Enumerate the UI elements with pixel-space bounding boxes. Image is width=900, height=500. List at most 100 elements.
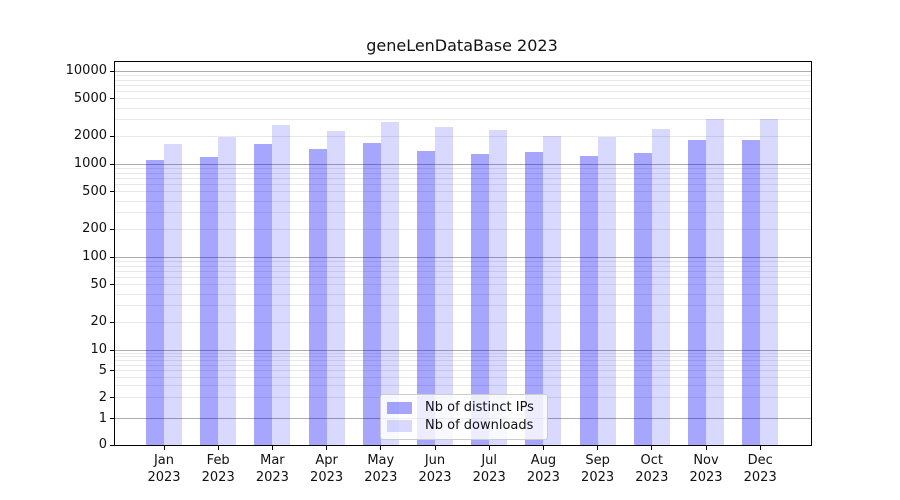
y-tick-label: 200 bbox=[82, 221, 107, 236]
major-gridline bbox=[115, 70, 811, 72]
y-tick-mark bbox=[110, 135, 114, 137]
bar-apr-distinct-ips bbox=[308, 148, 327, 445]
y-tick-label: 50 bbox=[90, 276, 107, 292]
minor-gridline bbox=[115, 91, 811, 93]
minor-gridline bbox=[115, 119, 811, 121]
bar-aug-downloads bbox=[543, 136, 562, 445]
y-tick-label: 1 bbox=[98, 410, 107, 426]
y-tick-label: 500 bbox=[82, 183, 107, 199]
minor-gridline bbox=[115, 305, 811, 307]
minor-gridline bbox=[115, 364, 811, 366]
legend-row: Nb of distinct IPs bbox=[381, 399, 547, 417]
x-tick-mark bbox=[380, 446, 382, 450]
x-tick-mark bbox=[434, 446, 436, 450]
y-tick-mark bbox=[110, 70, 114, 72]
bar-oct-downloads bbox=[651, 129, 670, 445]
bar-nov-distinct-ips bbox=[688, 139, 706, 445]
minor-gridline bbox=[115, 265, 811, 267]
minor-gridline bbox=[115, 260, 811, 262]
y-tick-mark bbox=[110, 349, 114, 351]
minor-gridline bbox=[115, 177, 811, 179]
y-tick-label: 10 bbox=[90, 342, 107, 357]
bar-nov-downloads bbox=[706, 118, 724, 445]
legend-swatch-downloads bbox=[387, 420, 412, 432]
x-tick-mark bbox=[759, 446, 761, 450]
x-tick-label-nov: Nov 2023 bbox=[689, 453, 723, 485]
y-tick-mark bbox=[110, 228, 114, 230]
x-tick-label-feb: Feb 2023 bbox=[201, 453, 235, 485]
minor-gridline bbox=[115, 191, 811, 193]
minor-gridline bbox=[115, 284, 811, 286]
minor-gridline bbox=[115, 270, 811, 272]
minor-gridline bbox=[115, 74, 811, 76]
major-gridline bbox=[115, 163, 811, 165]
major-gridline bbox=[115, 256, 811, 258]
minor-gridline bbox=[115, 385, 811, 387]
bar-mar-downloads bbox=[272, 124, 291, 445]
minor-gridline bbox=[115, 360, 811, 362]
chart-title: geneLenDataBase 2023 bbox=[366, 36, 558, 55]
minor-gridline bbox=[115, 98, 811, 100]
minor-gridline bbox=[115, 212, 811, 214]
bar-sep-downloads bbox=[597, 137, 616, 445]
bar-aug-distinct-ips bbox=[525, 151, 544, 445]
bar-jul-distinct-ips bbox=[471, 153, 490, 445]
bar-jan-distinct-ips bbox=[146, 160, 164, 445]
minor-gridline bbox=[115, 228, 811, 230]
x-tick-mark bbox=[163, 446, 165, 450]
y-tick-label: 0 bbox=[98, 437, 107, 452]
bar-may-distinct-ips bbox=[362, 143, 381, 445]
bar-jan-downloads bbox=[164, 143, 182, 445]
x-tick-mark bbox=[217, 446, 219, 450]
minor-gridline bbox=[115, 370, 811, 372]
x-tick-label-jun: Jun 2023 bbox=[418, 453, 452, 485]
bar-oct-distinct-ips bbox=[633, 152, 652, 445]
y-tick-mark bbox=[110, 397, 114, 399]
y-tick-mark bbox=[110, 284, 114, 286]
x-tick-label-jan: Jan 2023 bbox=[147, 453, 181, 485]
bar-jul-downloads bbox=[489, 130, 508, 445]
bar-jun-distinct-ips bbox=[417, 150, 435, 445]
y-tick-mark bbox=[110, 191, 114, 193]
y-tick-label: 5 bbox=[98, 362, 107, 378]
y-tick-mark bbox=[110, 418, 114, 419]
x-tick-label-aug: Aug 2023 bbox=[526, 453, 560, 485]
x-tick-mark bbox=[705, 446, 707, 450]
y-tick-mark bbox=[110, 321, 114, 323]
x-tick-mark bbox=[597, 446, 599, 450]
y-tick-label: 20 bbox=[90, 314, 107, 329]
minor-gridline bbox=[115, 356, 811, 358]
major-gridline bbox=[115, 349, 811, 351]
plot-area: 0 1 2 5 10 20 50 100 200 500 1000 2000 5000 10000 Jan… bbox=[66, 61, 812, 485]
x-tick-label-may: May 2023 bbox=[364, 453, 398, 485]
y-tick-mark bbox=[110, 163, 114, 165]
legend-swatch-distinct-ips bbox=[387, 402, 412, 414]
x-tick-mark bbox=[542, 446, 544, 450]
legend-row: Nb of downloads bbox=[381, 417, 547, 435]
x-tick-mark bbox=[326, 446, 328, 450]
bar-may-downloads bbox=[380, 122, 399, 445]
bar-feb-distinct-ips bbox=[200, 156, 219, 445]
y-tick-label: 10000 bbox=[65, 63, 107, 78]
bar-sep-distinct-ips bbox=[579, 155, 598, 445]
minor-gridline bbox=[115, 135, 811, 137]
y-tick-mark bbox=[110, 444, 114, 446]
minor-gridline bbox=[115, 172, 811, 174]
minor-gridline bbox=[115, 184, 811, 186]
minor-gridline bbox=[115, 200, 811, 202]
minor-gridline bbox=[115, 293, 811, 295]
x-tick-label-mar: Mar 2023 bbox=[255, 453, 289, 485]
legend: Nb of distinct IPs Nb of downloads bbox=[380, 394, 548, 440]
x-tick-label-oct: Oct 2023 bbox=[635, 453, 669, 485]
x-tick-label-sep: Sep 2023 bbox=[581, 453, 615, 485]
minor-gridline bbox=[115, 321, 811, 323]
y-tick-label: 1000 bbox=[73, 156, 107, 171]
bar-apr-downloads bbox=[326, 131, 345, 445]
y-tick-label: 2 bbox=[98, 389, 107, 405]
minor-gridline bbox=[115, 376, 811, 378]
x-tick-label-apr: Apr 2023 bbox=[310, 453, 344, 485]
x-tick-mark bbox=[488, 446, 490, 450]
y-tick-mark bbox=[110, 98, 114, 100]
x-tick-mark bbox=[651, 446, 653, 450]
